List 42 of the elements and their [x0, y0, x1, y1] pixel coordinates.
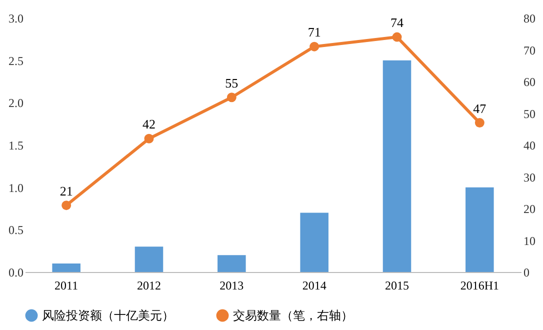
data-label: 21 [60, 183, 73, 198]
y2-tick-label: 60 [524, 75, 536, 89]
point [310, 42, 320, 52]
data-label: 42 [142, 116, 156, 132]
y2-tick-label: 10 [524, 234, 536, 248]
point [392, 32, 402, 42]
bar [134, 246, 164, 272]
x-tick-label: 2011 [54, 278, 78, 292]
y2-tick-label: 70 [524, 43, 536, 58]
y2-tick-label: 40 [524, 138, 536, 152]
y2-tick-label: 30 [524, 170, 536, 184]
y-tick-label: 1.5 [8, 138, 24, 152]
point [62, 200, 72, 210]
y-tick-label: 3.0 [8, 12, 24, 26]
point [226, 92, 236, 102]
y-tick-label: 2.5 [8, 54, 24, 68]
bar [466, 187, 494, 272]
y2-tick-label: 20 [524, 202, 536, 216]
legend-label: 交易数量（笔，右轴） [233, 308, 353, 323]
bar [218, 255, 246, 272]
y-tick-label: 0.5 [8, 223, 24, 238]
y-tick-label: 1.0 [8, 180, 24, 195]
legend-label: 风险投资额（十亿美元） [42, 308, 174, 323]
bar [300, 212, 328, 272]
y2-tick-label: 0 [524, 266, 530, 280]
x-tick-label: 2013 [220, 278, 244, 292]
data-label: 71 [308, 24, 321, 40]
x-tick-label: 2012 [137, 278, 161, 292]
x-tick-label: 2016H1 [460, 278, 500, 292]
x-tick-label: 2015 [385, 278, 409, 292]
y2-tick-label: 50 [524, 106, 536, 121]
y2-tick-label: 80 [524, 12, 536, 26]
x-tick-label: 2014 [302, 278, 326, 292]
y-tick-label: 0.0 [8, 266, 24, 280]
data-label: 47 [473, 100, 487, 116]
bar [382, 60, 412, 272]
point [474, 118, 484, 128]
point [144, 134, 154, 144]
bar [52, 264, 80, 272]
data-label: 74 [390, 15, 404, 30]
y-tick-label: 2.0 [8, 96, 24, 110]
data-label: 55 [225, 75, 238, 90]
